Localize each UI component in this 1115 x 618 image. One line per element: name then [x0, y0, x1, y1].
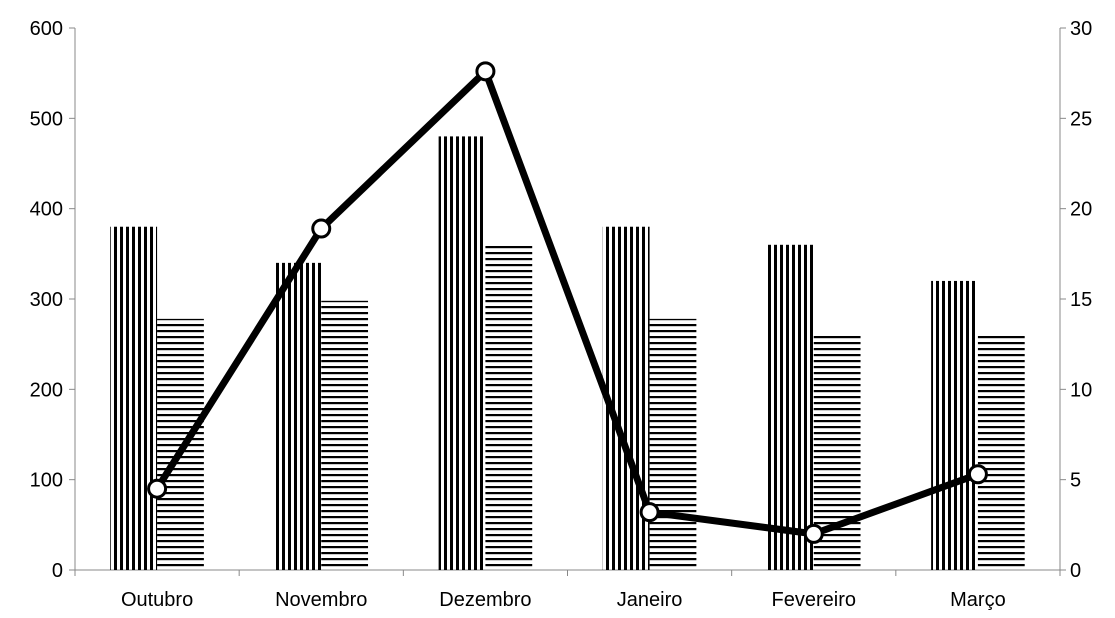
line-point	[639, 502, 660, 523]
y-tick-label-right: 0	[1070, 560, 1081, 582]
labels: 0 100 200 300 400 500 600 0 5 10 15 20 25 30 Outubro No…	[30, 18, 1093, 611]
line-point	[803, 523, 824, 544]
line-point	[311, 218, 332, 239]
x-tick-label: Março	[950, 589, 1006, 611]
y-tick-label-right: 20	[1070, 199, 1092, 221]
y-tick-label-left: 100	[30, 470, 63, 492]
y-tick-label-left: 600	[30, 18, 63, 40]
bar	[766, 244, 814, 571]
y-tick-label-left: 200	[30, 379, 63, 401]
y-tick-label-left: 400	[30, 199, 63, 221]
bar	[977, 335, 1025, 570]
y-tick-label-right: 30	[1070, 18, 1092, 40]
y-tick-label-right: 5	[1070, 470, 1081, 492]
x-tick-label: Janeiro	[617, 589, 683, 611]
x-tick-label: Fevereiro	[772, 589, 856, 611]
x-tick-label: Novembro	[275, 589, 367, 611]
bar	[438, 136, 486, 570]
bar	[274, 262, 322, 570]
x-tick-label: Outubro	[121, 589, 193, 611]
line-point	[967, 464, 988, 485]
line-point	[147, 478, 168, 499]
x-tick-label: Dezembro	[439, 589, 531, 611]
line-path	[154, 67, 980, 538]
bars	[110, 136, 1025, 571]
y-tick-label-left: 500	[30, 108, 63, 130]
y-tick-label-left: 300	[30, 289, 63, 311]
bar	[157, 318, 204, 570]
y-tick-label-left: 0	[52, 560, 63, 582]
bar	[321, 300, 369, 570]
bar	[931, 280, 978, 570]
line-series	[147, 61, 988, 544]
y-tick-label-right: 25	[1070, 108, 1092, 130]
y-tick-label-right: 15	[1070, 289, 1092, 311]
bar	[649, 318, 697, 570]
y-tick-label-right: 10	[1070, 379, 1092, 401]
bar	[110, 226, 158, 570]
line-point	[475, 61, 496, 82]
axes	[69, 27, 1066, 576]
bar	[485, 244, 533, 571]
